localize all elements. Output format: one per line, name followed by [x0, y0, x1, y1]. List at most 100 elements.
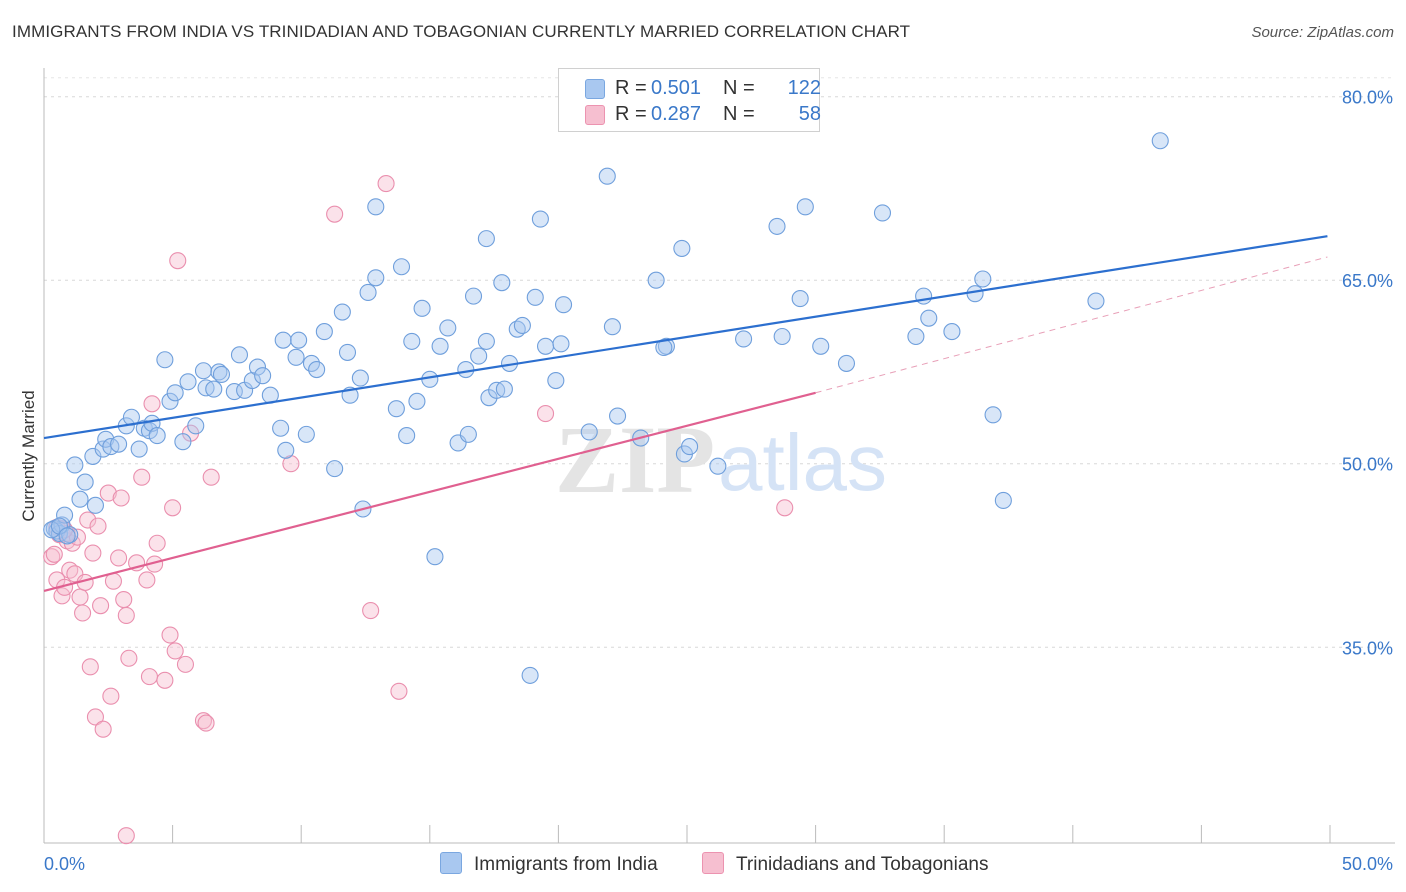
point-trinidadians	[84, 544, 102, 562]
axes	[43, 68, 1395, 844]
y-tick-label: 65.0%	[1342, 271, 1393, 291]
legend-swatch-india	[585, 79, 605, 99]
watermark-zip: ZIP	[555, 406, 715, 513]
point-india	[297, 425, 315, 443]
point-india	[161, 392, 179, 410]
point-india	[709, 457, 727, 475]
point-india	[58, 527, 76, 545]
point-trinidadians	[161, 626, 179, 644]
point-india	[552, 335, 570, 353]
gridlines	[44, 77, 1395, 648]
point-trinidadians	[81, 658, 99, 676]
point-trinidadians	[194, 712, 213, 730]
point-india	[531, 210, 549, 228]
point-trinidadians	[176, 655, 195, 673]
point-trinidadians	[202, 468, 220, 486]
point-trinidadians	[117, 827, 135, 845]
point-trinidadians	[166, 642, 184, 660]
point-india	[86, 496, 104, 514]
series-india-points	[43, 132, 1169, 684]
bottom-legend-swatch-trinidadians	[702, 852, 724, 874]
point-india	[315, 323, 333, 341]
point-trinidadians	[120, 649, 138, 667]
point-india	[174, 433, 192, 451]
watermark-atlas: atlas	[718, 418, 887, 507]
point-india	[272, 419, 290, 437]
point-trinidadians	[776, 499, 794, 517]
point-india	[76, 473, 94, 491]
point-india	[920, 309, 938, 327]
point-india	[205, 380, 223, 398]
point-india	[457, 360, 475, 379]
point-trinidadians	[110, 549, 128, 567]
point-india	[56, 506, 74, 524]
point-trinidadians	[89, 517, 107, 535]
point-india	[439, 319, 457, 337]
point-india	[974, 270, 992, 288]
point-india	[598, 167, 616, 185]
point-india	[984, 406, 1002, 424]
point-india	[254, 367, 272, 385]
point-india	[413, 299, 431, 317]
chart-title: IMMIGRANTS FROM INDIA VS TRINIDADIAN AND…	[12, 22, 911, 41]
tick-labels: 35.0% 50.0% 65.0% 80.0% 0.0% 50.0%	[44, 88, 1393, 874]
point-india	[791, 290, 809, 308]
point-trinidadians	[362, 601, 380, 620]
point-india	[277, 441, 295, 459]
point-trinidadians	[138, 571, 156, 589]
point-india	[837, 354, 856, 372]
point-trinidadians	[112, 489, 130, 507]
legend-r-label: R =	[615, 77, 647, 99]
point-india	[1151, 132, 1169, 150]
point-india	[156, 351, 174, 369]
point-india	[166, 384, 184, 402]
trend-line-india	[43, 235, 1328, 440]
bottom-legend-swatch-india	[440, 852, 462, 874]
trend-extension-trinidadians	[815, 256, 1328, 394]
point-india	[338, 343, 357, 361]
point-india	[477, 230, 495, 248]
point-india	[464, 287, 483, 305]
correlation-legend: R = 0.501 N = 122 R = 0.287 N = 58	[558, 68, 821, 132]
legend-swatch-trinidadians	[585, 105, 605, 125]
point-india	[71, 490, 89, 508]
point-india	[308, 360, 326, 379]
point-trinidadians	[133, 468, 151, 486]
point-trinidadians	[86, 708, 104, 726]
point-india	[431, 337, 449, 355]
legend-n-value: 58	[798, 103, 821, 125]
point-india	[426, 548, 444, 566]
point-india	[873, 204, 892, 222]
point-trinidadians	[143, 395, 161, 413]
point-india	[681, 438, 699, 456]
point-india	[459, 425, 477, 443]
point-india	[179, 373, 197, 391]
point-india	[673, 239, 691, 257]
point-india	[768, 217, 786, 235]
point-india	[66, 456, 84, 474]
point-india	[609, 407, 627, 425]
x-tick-label-max: 50.0%	[1342, 854, 1393, 874]
point-trinidadians	[536, 405, 555, 423]
point-india	[477, 332, 495, 350]
point-trinidadians	[92, 597, 110, 615]
point-india	[212, 365, 231, 383]
point-india	[526, 288, 544, 306]
legend-r-value: 0.501	[651, 77, 702, 99]
point-india	[495, 380, 513, 398]
point-trinidadians	[79, 511, 97, 529]
point-india	[398, 427, 416, 445]
y-axis-label: Currently Married	[19, 390, 38, 521]
point-india	[392, 258, 411, 276]
point-india	[210, 363, 228, 381]
point-india	[351, 369, 369, 387]
source-credit: Source: ZipAtlas.com	[1251, 24, 1394, 41]
point-india	[1087, 292, 1105, 310]
point-india	[547, 371, 565, 390]
point-trinidadians	[74, 604, 92, 622]
point-trinidadians	[390, 682, 408, 700]
point-trinidadians	[117, 606, 135, 624]
y-tick-label: 80.0%	[1342, 88, 1393, 108]
point-trinidadians	[102, 687, 120, 705]
